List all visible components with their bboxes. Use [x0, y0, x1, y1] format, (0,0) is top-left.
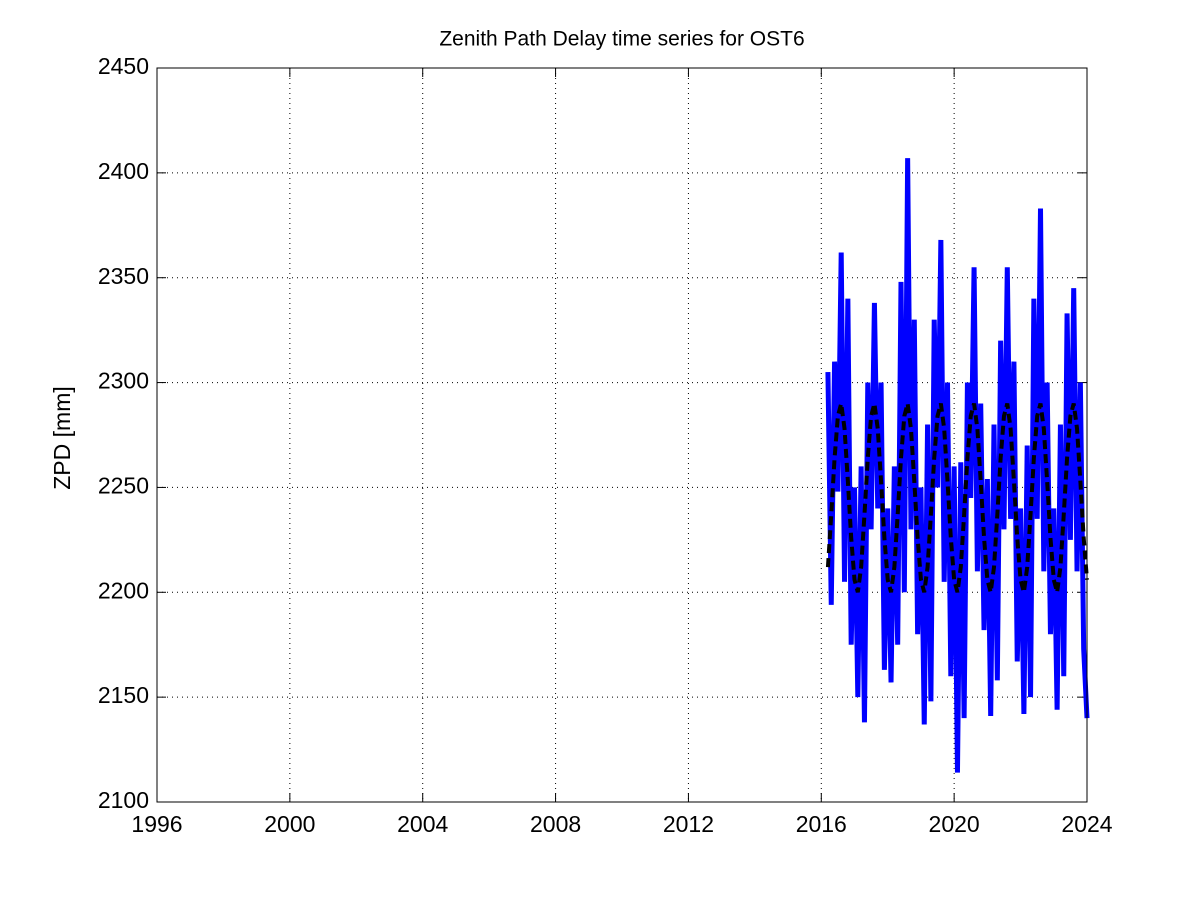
y-tick-label: 2100	[98, 787, 149, 813]
y-tick-label: 2400	[98, 158, 149, 184]
x-tick-label: 2012	[663, 811, 714, 837]
y-tick-label: 2150	[98, 682, 149, 708]
x-tick-label: 1996	[131, 811, 182, 837]
data-line	[825, 158, 1090, 773]
y-tick-label: 2450	[98, 53, 149, 79]
x-tick-label: 2020	[929, 811, 980, 837]
chart-title: Zenith Path Delay time series for OST6	[439, 28, 804, 51]
y-axis-label: ZPD [mm]	[49, 386, 75, 490]
plot-frame	[156, 67, 1088, 803]
y-tick-label: 2200	[98, 577, 149, 603]
x-tick-label: 2000	[264, 811, 315, 837]
x-tick-label: 2016	[796, 811, 847, 837]
x-tick-label: 2004	[397, 811, 448, 837]
y-tick-label: 2300	[98, 368, 149, 394]
y-tick-label: 2250	[98, 473, 149, 499]
model-line	[825, 403, 1089, 593]
x-tick-label: 2024	[1061, 811, 1112, 837]
x-tick-label: 2008	[530, 811, 581, 837]
y-tick-label: 2350	[98, 263, 149, 289]
